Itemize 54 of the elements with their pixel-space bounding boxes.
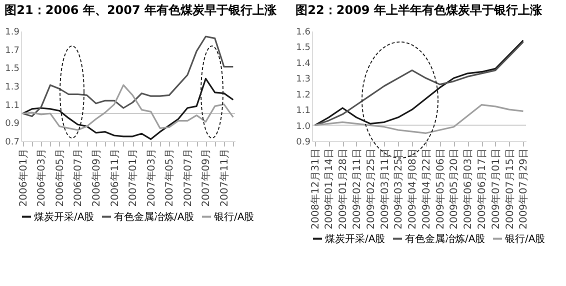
x-tick-label: 2009年06月17日 — [476, 148, 488, 230]
chart-title: 图22：2009 年上半年有色煤炭早于银行上涨 — [296, 3, 543, 17]
legend-label: 银行/A股 — [504, 234, 546, 245]
y-tick-label: 1.2 — [296, 90, 310, 100]
x-tick-label: 2006年05月 — [54, 148, 66, 207]
y-tick-label: 1.3 — [296, 74, 310, 85]
x-tick-label: 2009年07月01日 — [490, 148, 502, 230]
legend-label: 煤炭开采/A股 — [34, 210, 94, 223]
x-tick-label: 2007年03月 — [145, 148, 158, 207]
x-tick-label: 2009年03月25日 — [392, 148, 405, 230]
x-tick-label: 2006年07月 — [72, 148, 84, 207]
x-tick-label: 2006年09月 — [90, 148, 102, 207]
y-tick-label: 1.5 — [5, 64, 20, 74]
y-tick-label: 1.7 — [5, 46, 20, 56]
x-tick-label: 2007年07月 — [182, 148, 194, 207]
y-tick-label: 1.5 — [296, 43, 310, 54]
x-tick-label: 2008年12月31日 — [309, 148, 322, 230]
legend-label: 有色金属冶炼/A股 — [405, 232, 486, 245]
line-series — [314, 104, 524, 134]
x-tick-label: 2007年01月 — [127, 148, 140, 207]
line-series — [22, 36, 234, 118]
x-tick-label: 2007年11月 — [218, 148, 231, 207]
x-tick-label: 2009年03月11日 — [378, 148, 391, 230]
x-tick-label: 2009年04月22日 — [420, 148, 432, 230]
y-tick-label: 1.1 — [5, 100, 20, 111]
line-series — [22, 84, 234, 131]
legend-label: 有色金属冶炼/A股 — [114, 210, 194, 223]
x-tick-label: 2009年02月11日 — [350, 148, 363, 230]
y-tick-label: 1.9 — [5, 28, 20, 38]
y-tick-label: 1.1 — [296, 106, 310, 116]
x-tick-label: 2007年09月 — [200, 148, 212, 207]
x-tick-label: 2006年03月 — [36, 148, 48, 207]
y-tick-label: 0.7 — [5, 138, 20, 148]
x-tick-label: 2009年05月06日 — [434, 148, 446, 230]
legend-label: 煤炭开采/A股 — [325, 232, 386, 245]
x-tick-label: 2006年11月 — [108, 148, 121, 207]
x-tick-label: 2009年02月25日 — [364, 148, 377, 230]
x-tick-label: 2009年06月03日 — [462, 148, 474, 230]
y-tick-label: 0.9 — [5, 119, 20, 130]
chart-title: 图21：2006 年、2007 年有色煤炭早于银行上涨 — [4, 3, 278, 17]
y-tick-label: 0.9 — [296, 138, 311, 148]
y-tick-label: 1.6 — [296, 28, 311, 38]
y-tick-label: 1.0 — [296, 122, 311, 132]
x-tick-label: 2009年01月28日 — [337, 148, 350, 230]
y-tick-label: 1.4 — [296, 58, 311, 69]
x-tick-label: 2009年01月14日 — [323, 148, 336, 230]
legend-label: 银行/A股 — [213, 212, 254, 223]
x-tick-label: 2009年07月29日 — [518, 148, 530, 230]
x-tick-label: 2009年05月20日 — [448, 148, 460, 230]
x-tick-label: 2006年01月 — [17, 148, 30, 207]
x-tick-label: 2009年07月15日 — [504, 148, 516, 230]
y-tick-label: 1.3 — [5, 82, 20, 92]
x-tick-label: 2009年04月08日 — [406, 148, 419, 230]
x-tick-label: 2007年05月 — [164, 148, 176, 207]
